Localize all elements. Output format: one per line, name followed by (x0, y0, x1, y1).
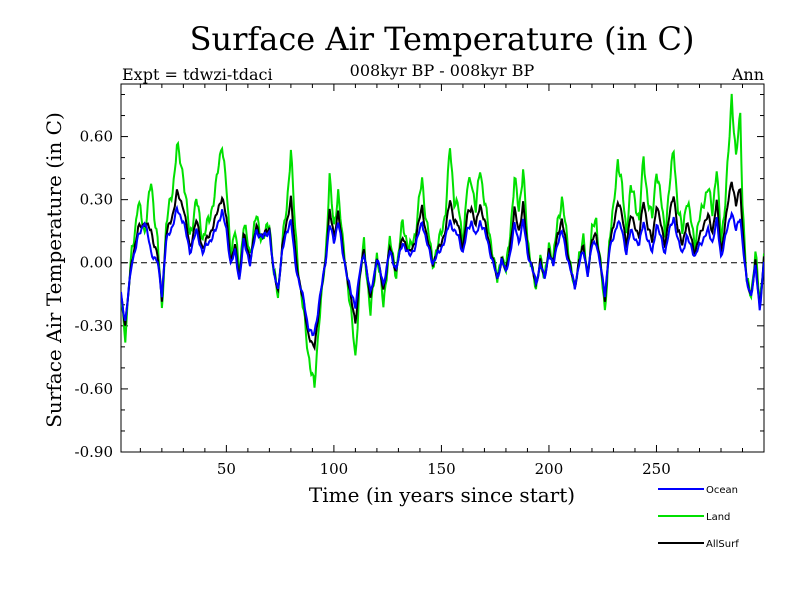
x-tick-label: 250 (642, 460, 671, 478)
chart-title: Surface Air Temperature (in C) (190, 20, 695, 58)
y-tick-label: -0.60 (75, 380, 113, 398)
x-tick-label: 150 (427, 460, 456, 478)
series-line-land (121, 93, 764, 388)
x-tick-label: 50 (217, 460, 236, 478)
y-tick-label: 0.60 (80, 128, 113, 146)
y-tick-label: -0.30 (75, 317, 113, 335)
plot-frame (120, 83, 765, 453)
x-tick-label: 100 (320, 460, 349, 478)
series-line-allsurf (121, 181, 764, 352)
period-label: Ann (731, 65, 764, 84)
y-tick-label: 0.30 (80, 191, 113, 209)
y-tick-label: 0.00 (80, 254, 113, 272)
x-axis-label: Time (in years since start) (309, 483, 575, 507)
chart-subtitle: 008kyr BP - 008kyr BP (350, 61, 535, 80)
legend-label-allsurf: AllSurf (706, 539, 739, 550)
legend-label-land: Land (706, 512, 730, 523)
x-tick-label: 200 (535, 460, 564, 478)
experiment-label: Expt = tdwzi-tdaci (122, 65, 273, 84)
y-axis-label: Surface Air Temperature (in C) (42, 112, 66, 428)
legend: Ocean Land AllSurf (658, 485, 739, 550)
series-line-ocean (121, 204, 764, 337)
legend-label-ocean: Ocean (706, 485, 738, 496)
y-tick-label: -0.90 (75, 443, 113, 461)
plot-area: 50 100 150 200 250 -0.90 -0.60 -0.30 0.00 0.30 0.6… (75, 83, 765, 478)
